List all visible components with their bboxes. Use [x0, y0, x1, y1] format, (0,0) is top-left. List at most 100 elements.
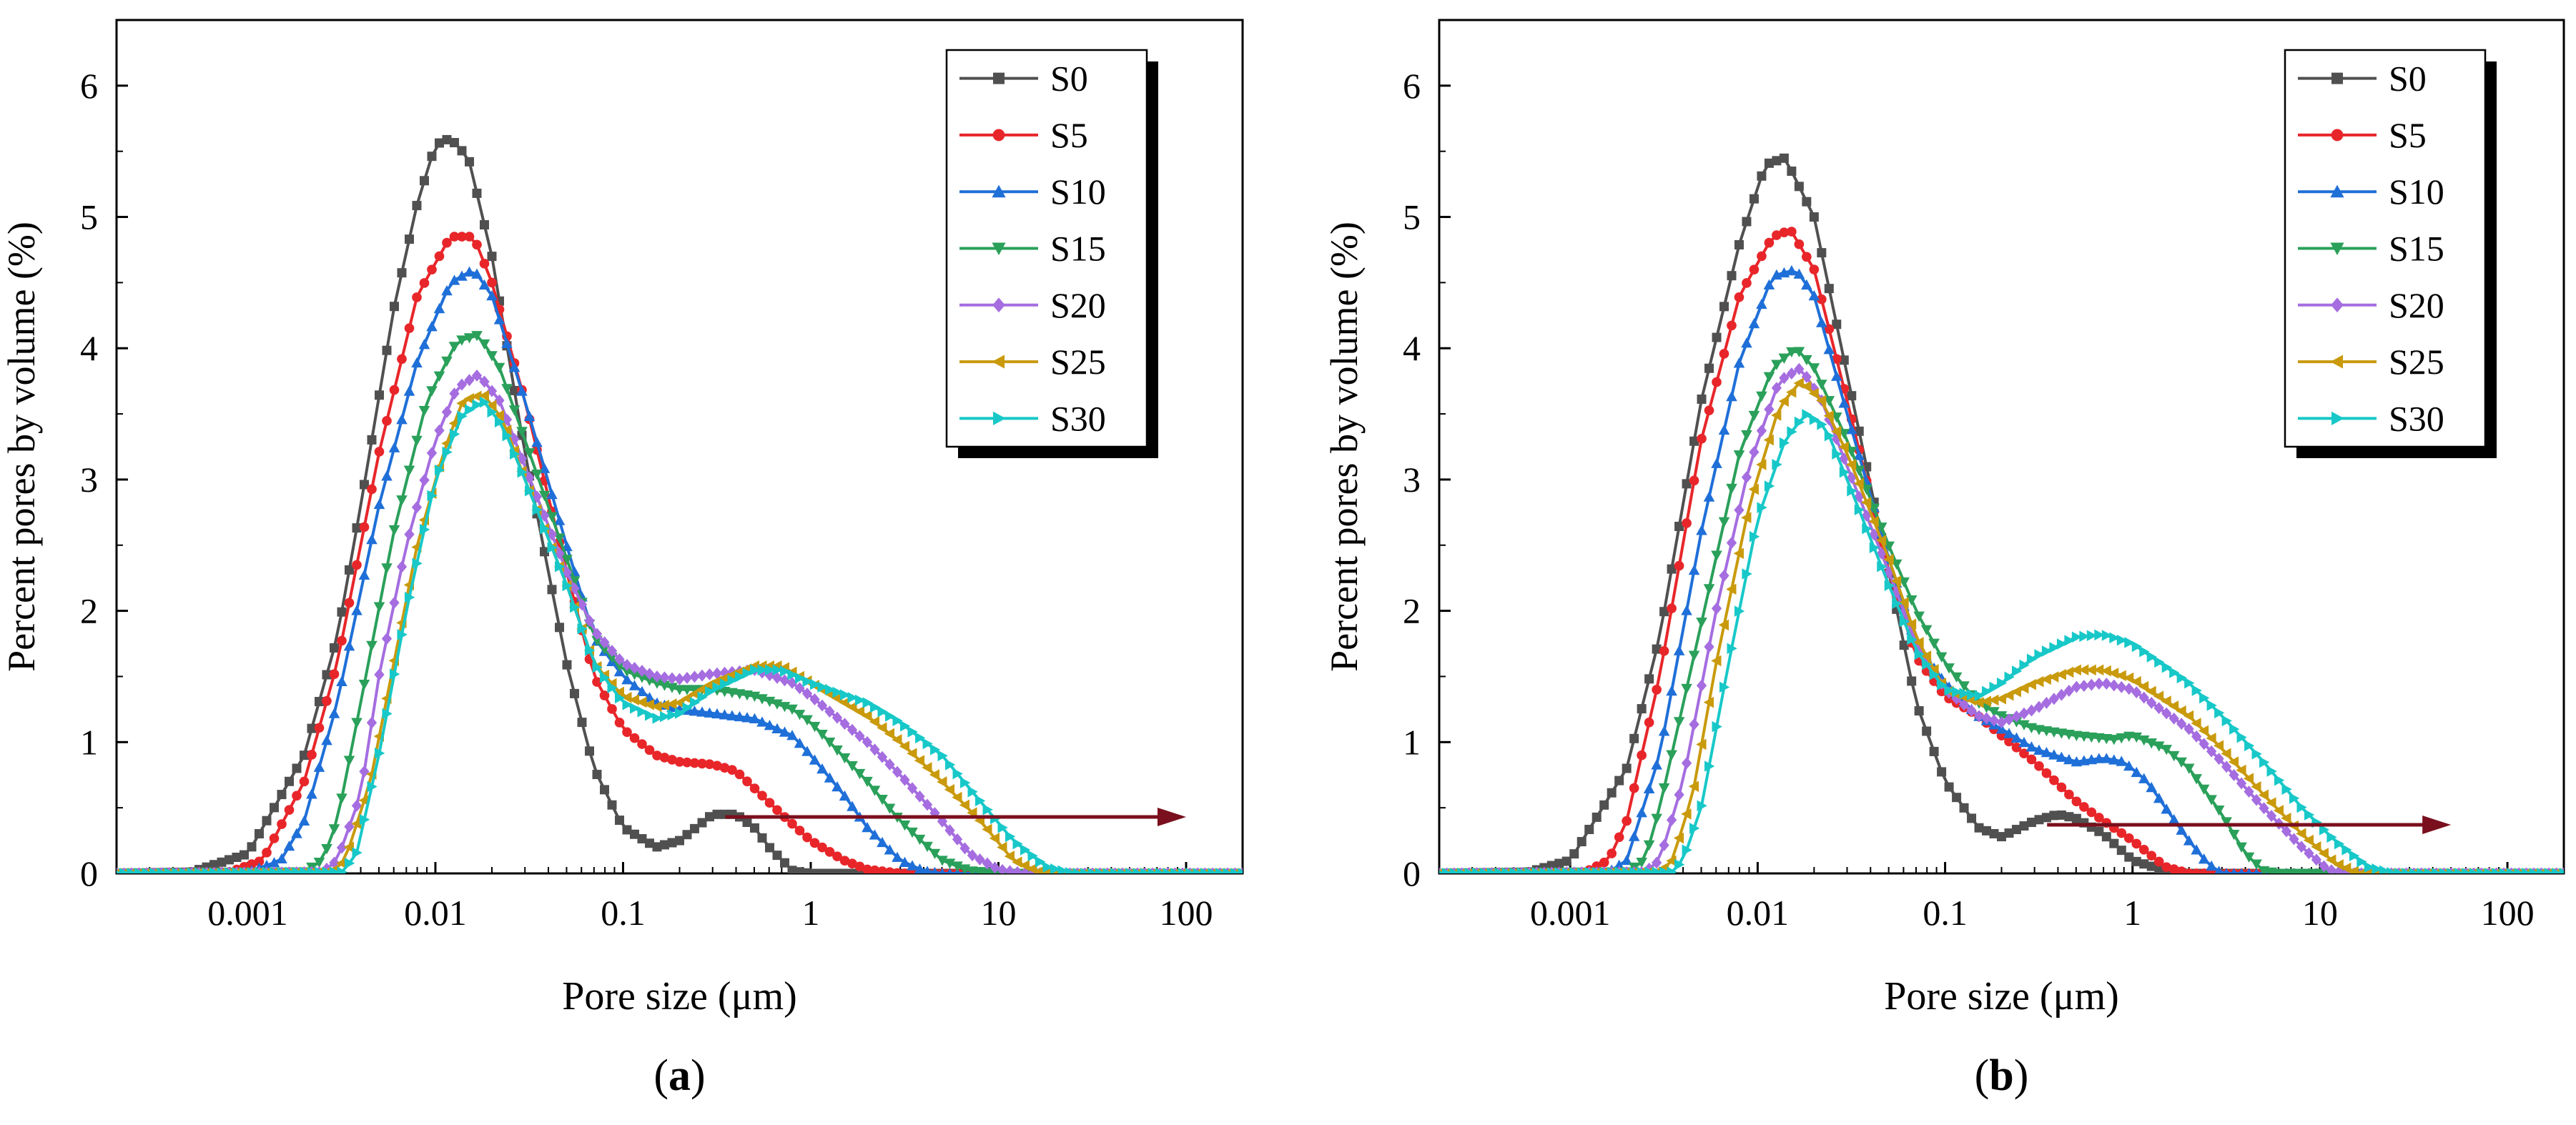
series-marker [255, 829, 264, 839]
series-marker [801, 715, 813, 725]
series-marker [2131, 766, 2143, 778]
series-marker [1771, 382, 1782, 395]
series-marker [1922, 658, 1933, 670]
series-marker [884, 844, 896, 855]
series-marker [2251, 793, 2262, 806]
series-marker [787, 866, 797, 873]
series-marker [2153, 702, 2164, 715]
series-marker [2011, 825, 2021, 835]
series-marker [1667, 564, 1677, 574]
series-marker [359, 765, 370, 778]
series-marker [757, 664, 768, 676]
series-marker [831, 781, 843, 792]
series-marker [922, 798, 933, 811]
series-marker [1764, 237, 1775, 248]
series-marker [1883, 553, 1894, 565]
series-marker [636, 673, 648, 683]
series-marker [1801, 370, 1812, 383]
series-marker [2109, 838, 2119, 848]
series-marker [2334, 838, 2345, 850]
series-marker [1831, 354, 1842, 365]
series-marker [426, 386, 438, 397]
series-marker [345, 565, 354, 575]
series-marker [1830, 425, 1842, 437]
series-marker [1808, 363, 1820, 374]
series-marker [892, 765, 903, 778]
series-marker [2108, 668, 2119, 679]
series-marker [1727, 643, 1737, 655]
series-marker [313, 761, 325, 772]
series-marker [2033, 700, 2045, 713]
series-marker [2139, 645, 2150, 658]
series-marker [2311, 841, 2321, 853]
series-marker [952, 768, 963, 780]
series-marker [1898, 597, 1909, 608]
series-marker [1809, 264, 1820, 274]
x-tick-label: 10 [980, 893, 1016, 933]
series-marker [1644, 674, 1654, 684]
series-marker [418, 339, 430, 350]
series-marker [2266, 810, 2277, 822]
series-marker [344, 821, 355, 833]
series-marker [643, 692, 656, 703]
series-marker [719, 672, 729, 684]
legend-swatch-marker [993, 411, 1006, 425]
series-marker [2153, 793, 2165, 803]
series-marker [1989, 828, 1999, 838]
series-marker [1673, 832, 1684, 844]
series-marker [486, 289, 498, 301]
series-marker [628, 680, 641, 690]
series-marker [960, 777, 971, 788]
series-marker [1890, 575, 1902, 587]
series-marker [907, 748, 917, 759]
series-marker [562, 660, 572, 670]
series-marker [1958, 681, 1970, 692]
series-marker [989, 833, 1000, 844]
series-marker [2116, 828, 2127, 838]
series-marker [2078, 680, 2090, 693]
series-marker [523, 410, 536, 421]
series-marker [975, 795, 986, 807]
series-marker [1688, 565, 1700, 575]
series-marker [2003, 713, 2015, 726]
series-marker [2319, 860, 2329, 873]
series-marker [2086, 732, 2098, 743]
series-marker [2063, 685, 2075, 697]
series-marker [2108, 679, 2119, 692]
series-marker [577, 718, 587, 728]
legend-entry-S25: S25 [959, 342, 1106, 382]
series-marker [352, 847, 362, 858]
y-tick-label: 5 [80, 197, 98, 237]
series-marker [765, 843, 774, 853]
series-marker [1561, 856, 1571, 866]
series-marker [831, 693, 842, 704]
series-marker [1988, 694, 1999, 706]
series-marker [1622, 816, 1632, 826]
series-marker [2266, 797, 2276, 808]
series-marker [411, 435, 423, 447]
series-marker [1973, 710, 1985, 723]
series-marker [1929, 746, 1939, 756]
series-marker [1808, 289, 1820, 301]
y-tick-label: 1 [80, 722, 98, 762]
series-marker [997, 822, 1008, 833]
series-marker [2184, 677, 2195, 689]
legend-label: S25 [1050, 342, 1106, 382]
series-marker [2116, 680, 2127, 693]
series-marker [1793, 347, 1805, 357]
series-marker [2246, 868, 2252, 873]
series-marker [1832, 448, 1842, 460]
x-tick-label: 0.01 [404, 893, 467, 933]
series-marker [1944, 782, 1954, 792]
series-marker [2011, 710, 2022, 723]
series-marker [1860, 485, 1872, 495]
series-marker [809, 838, 820, 848]
series-marker [1995, 711, 2008, 722]
series-marker [1749, 264, 1760, 274]
series-marker [824, 847, 835, 857]
series-marker [749, 691, 761, 703]
series-marker [1682, 479, 1692, 489]
series-marker [1741, 430, 1752, 441]
series-marker [2364, 861, 2375, 873]
series-marker [2183, 710, 2194, 722]
